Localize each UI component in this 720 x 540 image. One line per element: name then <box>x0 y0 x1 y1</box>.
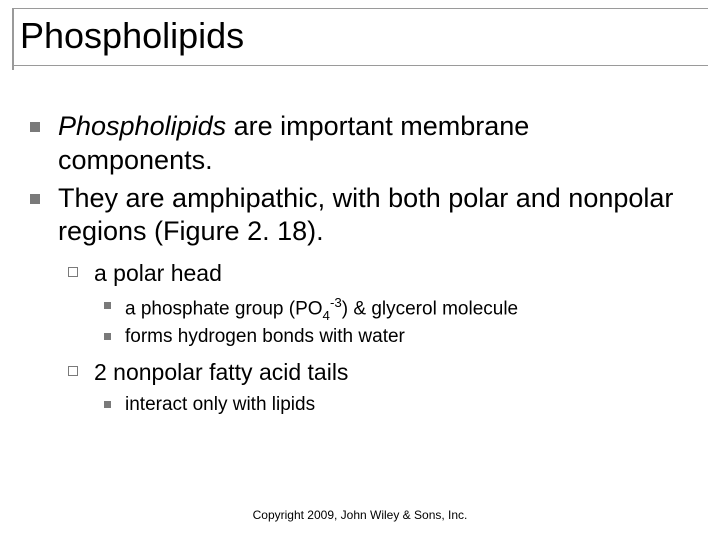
slide-body: Phospholipids are important membrane com… <box>30 110 690 425</box>
title-block: Phospholipids <box>12 8 708 66</box>
superscript: -3 <box>330 295 342 310</box>
bullet-text: They are amphipathic, with both polar an… <box>58 182 690 250</box>
small-square-bullet-icon <box>104 302 111 309</box>
square-bullet-icon <box>30 194 40 204</box>
bullet-level3: a phosphate group (PO4-3) & glycerol mol… <box>104 294 690 323</box>
bullet-text: interact only with lipids <box>125 393 315 418</box>
bullet-level2: 2 nonpolar fatty acid tails <box>68 358 690 387</box>
subscript: 4 <box>323 308 330 323</box>
open-square-bullet-icon <box>68 267 78 277</box>
title-left-rule <box>12 8 14 70</box>
bullet-text: Phospholipids are important membrane com… <box>58 110 690 178</box>
small-square-bullet-icon <box>104 401 111 408</box>
bullet-level3: interact only with lipids <box>104 393 690 418</box>
text-post: ) & glycerol molecule <box>342 298 518 319</box>
bullet-level1: Phospholipids are important membrane com… <box>30 110 690 178</box>
text-pre: a phosphate group (PO <box>125 298 323 319</box>
small-square-bullet-icon <box>104 333 111 340</box>
square-bullet-icon <box>30 122 40 132</box>
copyright-footer: Copyright 2009, John Wiley & Sons, Inc. <box>0 508 720 522</box>
bullet-text: forms hydrogen bonds with water <box>125 325 405 350</box>
sub-sub-bullet-group: a phosphate group (PO4-3) & glycerol mol… <box>104 294 690 350</box>
bullet-level1: They are amphipathic, with both polar an… <box>30 182 690 250</box>
bullet-text: a phosphate group (PO4-3) & glycerol mol… <box>125 294 518 323</box>
italic-term: Phospholipids <box>58 111 226 141</box>
title-bottom-rule <box>12 65 708 66</box>
bullet-level3: forms hydrogen bonds with water <box>104 325 690 350</box>
slide-title: Phospholipids <box>12 9 708 65</box>
open-square-bullet-icon <box>68 366 78 376</box>
sub-bullet-group: a polar head a phosphate group (PO4-3) &… <box>68 259 690 417</box>
bullet-text: a polar head <box>94 259 222 288</box>
sub-sub-bullet-group: interact only with lipids <box>104 393 690 418</box>
bullet-level2: a polar head <box>68 259 690 288</box>
bullet-text: 2 nonpolar fatty acid tails <box>94 358 348 387</box>
